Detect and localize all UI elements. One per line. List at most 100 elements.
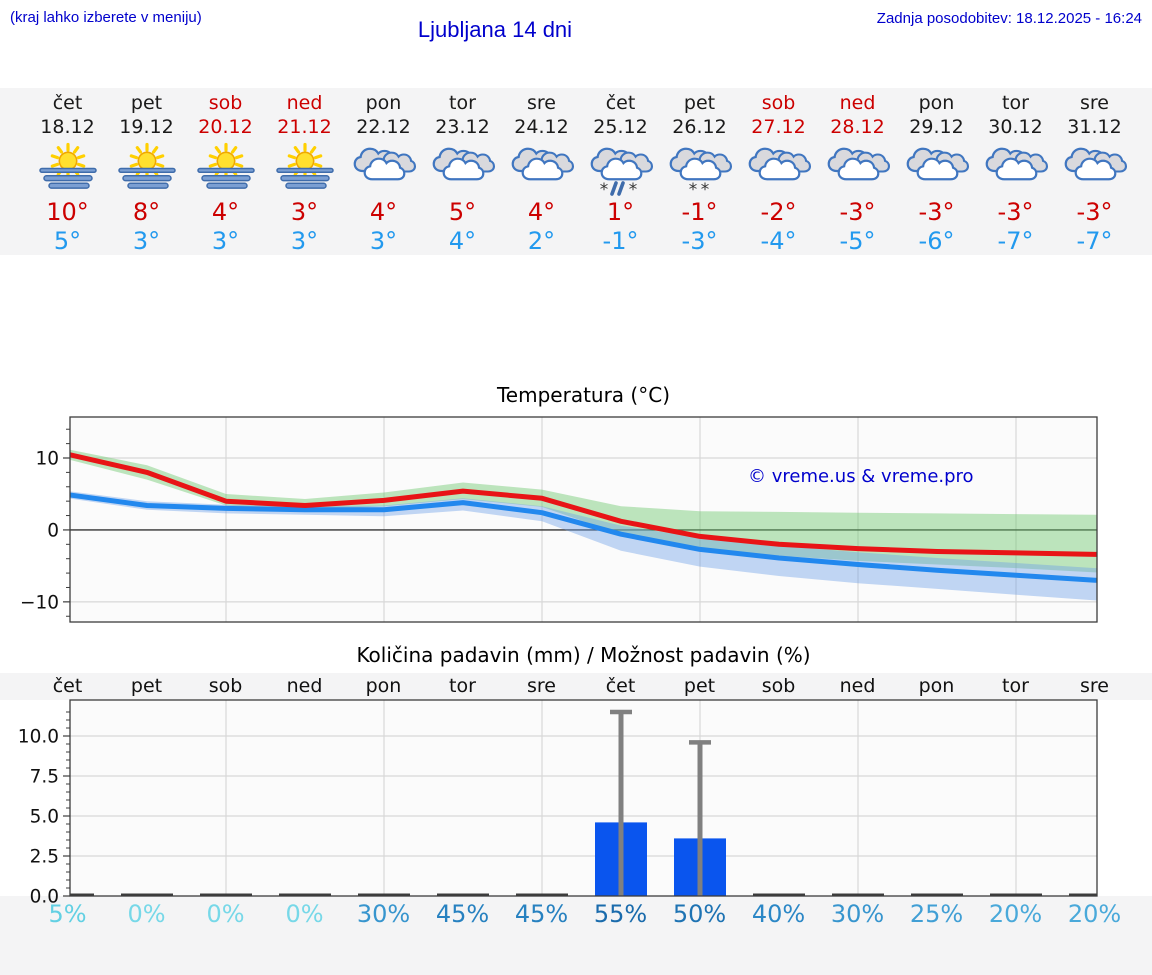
forecast-day-column: sre 24.12 4° 2° <box>502 92 581 256</box>
min-temp: 3° <box>290 227 319 255</box>
watermark: © vreme.us & vreme.pro <box>748 466 974 487</box>
forecast-day-column: ned 28.12 -3° -5° <box>818 92 897 256</box>
min-temp: 3° <box>369 227 398 255</box>
svg-text:*: * <box>628 180 637 196</box>
forecast-day-column: sob 27.12 -2° -4° <box>739 92 818 256</box>
max-temp: 1° <box>606 198 635 226</box>
day-date: 29.12 <box>909 116 964 138</box>
day-date: 23.12 <box>435 116 490 138</box>
precip-day-label: sob <box>761 675 796 697</box>
precip-day-label: pet <box>130 675 163 697</box>
location-hint[interactable]: (kraj lahko izberete v meniju) <box>10 9 202 26</box>
temp-chart-title: Temperatura (°C) <box>496 383 670 407</box>
precip-probability: 20% <box>988 900 1043 928</box>
sun-fog-icon <box>265 142 344 198</box>
precip-day-label: tor <box>449 675 476 697</box>
svg-text:2.5: 2.5 <box>30 847 59 868</box>
forecast-strip: čet 18.12 10° 5° pet 19.12 8° 3° sob 20.12 4° 3° ned… <box>28 92 1134 256</box>
last-updated: Zadnja posodobitev: 18.12.2025 - 16:24 <box>876 10 1142 27</box>
svg-text:0: 0 <box>47 520 59 541</box>
cloudy-icon <box>502 142 581 198</box>
cloudy-icon <box>897 142 976 198</box>
precip-day-band <box>0 673 1152 700</box>
min-temp: 3° <box>132 227 161 255</box>
day-date: 28.12 <box>830 116 885 138</box>
precip-day-label: čet <box>52 675 83 697</box>
forecast-day-column: pon 22.12 4° 3° <box>344 92 423 256</box>
sun-fog-icon <box>107 142 186 198</box>
day-name: pet <box>683 92 716 114</box>
max-temp: 5° <box>448 198 477 226</box>
min-temp: -5° <box>839 227 876 255</box>
forecast-day-column: tor 23.12 5° 4° <box>423 92 502 256</box>
svg-text:7.5: 7.5 <box>30 767 59 788</box>
min-temp: 5° <box>53 227 82 255</box>
max-temp: -3° <box>839 198 876 226</box>
cloudy-icon <box>818 142 897 198</box>
precip-probability: 45% <box>435 900 490 928</box>
precip-chart-title: Količina padavin (mm) / Možnost padavin … <box>356 643 811 667</box>
day-date: 18.12 <box>40 116 95 138</box>
precip-probability: 30% <box>830 900 885 928</box>
svg-text:10.0: 10.0 <box>18 727 59 748</box>
max-temp: 8° <box>132 198 161 226</box>
forecast-day-column: ned 21.12 3° 3° <box>265 92 344 256</box>
min-temp: 2° <box>527 227 556 255</box>
day-date: 30.12 <box>988 116 1043 138</box>
min-temp: 3° <box>211 227 240 255</box>
min-temp: -7° <box>1076 227 1113 255</box>
day-name: sob <box>761 92 796 114</box>
precip-day-label: sre <box>527 675 556 697</box>
cloudy-icon <box>344 142 423 198</box>
min-temp: 4° <box>448 227 477 255</box>
max-temp: -3° <box>997 198 1034 226</box>
min-temp: -7° <box>997 227 1034 255</box>
forecast-day-column: pon 29.12 -3° -6° <box>897 92 976 256</box>
day-date: 21.12 <box>277 116 332 138</box>
svg-text:−10: −10 <box>20 592 59 613</box>
precip-probability: 55% <box>593 900 648 928</box>
day-name: ned <box>286 92 323 114</box>
precip-percent-row: 5% 0% 0% 0% 30% 45% 45% 55% 50% 40% 30% 25% 20% 20% <box>28 900 1134 928</box>
forecast-day-column: sre 31.12 -3° -7° <box>1055 92 1134 256</box>
cloudy-icon <box>1055 142 1134 198</box>
day-date: 31.12 <box>1067 116 1122 138</box>
day-name: čet <box>52 92 83 114</box>
precip-probability: 0% <box>206 900 245 928</box>
max-temp: 4° <box>369 198 398 226</box>
day-date: 19.12 <box>119 116 174 138</box>
precip-probability: 20% <box>1067 900 1122 928</box>
day-name: pon <box>365 92 402 114</box>
precip-percent-band <box>0 896 1152 975</box>
precip-day-label: pon <box>918 675 955 697</box>
page-title: Ljubljana 14 dni <box>417 17 573 42</box>
day-name: čet <box>605 92 636 114</box>
svg-text:*: * <box>688 180 697 196</box>
min-temp: -1° <box>602 227 639 255</box>
svg-text:*: * <box>599 180 608 196</box>
day-date: 22.12 <box>356 116 411 138</box>
day-name: tor <box>449 92 476 114</box>
day-name: tor <box>1002 92 1029 114</box>
precip-probability: 30% <box>356 900 411 928</box>
min-temp: -6° <box>918 227 955 255</box>
day-name: sre <box>1080 92 1109 114</box>
day-name: sob <box>208 92 243 114</box>
sun-fog-icon <box>186 142 265 198</box>
cloudy-icon <box>976 142 1055 198</box>
precip-day-label: ned <box>286 675 323 697</box>
min-temp: -4° <box>760 227 797 255</box>
day-date: 25.12 <box>593 116 648 138</box>
snow-icon: * * <box>660 142 739 200</box>
forecast-day-column: tor 30.12 -3° -7° <box>976 92 1055 256</box>
day-name: ned <box>839 92 876 114</box>
max-temp: 4° <box>211 198 240 226</box>
precip-probability: 50% <box>672 900 727 928</box>
svg-text:5.0: 5.0 <box>30 807 59 828</box>
precip-day-label: ned <box>839 675 876 697</box>
precip-probability: 45% <box>514 900 569 928</box>
forecast-day-column: čet 25.12 * * 1° -1° <box>581 92 660 256</box>
precip-day-label: sob <box>208 675 243 697</box>
day-date: 20.12 <box>198 116 253 138</box>
